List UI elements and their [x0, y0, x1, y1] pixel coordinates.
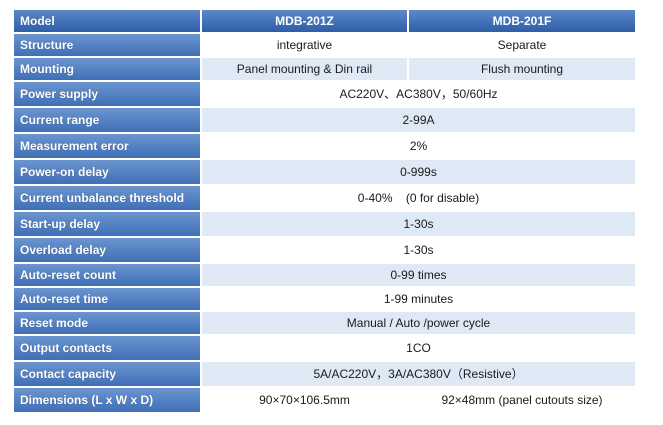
row-value: 0-999s — [202, 160, 635, 184]
row-label: Contact capacity — [14, 362, 200, 386]
row-value-z: 90×70×106.5mm — [202, 388, 407, 412]
table-row: Start-up delay 1-30s — [14, 212, 635, 236]
row-label: Mounting — [14, 58, 200, 80]
row-label: Measurement error — [14, 134, 200, 158]
row-value: AC220V、AC380V，50/60Hz — [202, 82, 635, 106]
table-row: Reset mode Manual / Auto /power cycle — [14, 312, 635, 334]
row-label: Power-on delay — [14, 160, 200, 184]
row-value: 1-30s — [202, 238, 635, 262]
row-value: 2-99A — [202, 108, 635, 132]
row-value: 5A/AC220V，3A/AC380V（Resistive） — [202, 362, 635, 386]
table-row: Power supply AC220V、AC380V，50/60Hz — [14, 82, 635, 106]
table-row: Mounting Panel mounting & Din rail Flush… — [14, 58, 635, 80]
row-value: 1-99 minutes — [202, 288, 635, 310]
row-label: Overload delay — [14, 238, 200, 262]
row-value: Manual / Auto /power cycle — [202, 312, 635, 334]
header-model-z: MDB-201Z — [202, 10, 407, 32]
table-row: Current unbalance threshold 0-40% (0 for… — [14, 186, 635, 210]
header-model-f: MDB-201F — [409, 10, 635, 32]
row-value: 0-99 times — [202, 264, 635, 286]
row-value: 1CO — [202, 336, 635, 360]
table-row: Dimensions (L x W x D) 90×70×106.5mm 92×… — [14, 388, 635, 412]
row-value: 1-30s — [202, 212, 635, 236]
row-label: Power supply — [14, 82, 200, 106]
table-row: Measurement error 2% — [14, 134, 635, 158]
row-label: Output contacts — [14, 336, 200, 360]
row-label: Auto-reset time — [14, 288, 200, 310]
table-row: Overload delay 1-30s — [14, 238, 635, 262]
table-row: Structure integrative Separate — [14, 34, 635, 56]
row-value-z: Panel mounting & Din rail — [202, 58, 407, 80]
row-label: Start-up delay — [14, 212, 200, 236]
table-row: Current range 2-99A — [14, 108, 635, 132]
table-row: Contact capacity 5A/AC220V，3A/AC380V（Res… — [14, 362, 635, 386]
spec-table: Model MDB-201Z MDB-201F Structure integr… — [12, 8, 637, 414]
row-label: Current range — [14, 108, 200, 132]
table-row: Output contacts 1CO — [14, 336, 635, 360]
row-value: 0-40% (0 for disable) — [202, 186, 635, 210]
header-model-label: Model — [14, 10, 200, 32]
row-value: 2% — [202, 134, 635, 158]
row-value-z: integrative — [202, 34, 407, 56]
header-row: Model MDB-201Z MDB-201F — [14, 10, 635, 32]
table-row: Auto-reset time 1-99 minutes — [14, 288, 635, 310]
row-label: Auto-reset count — [14, 264, 200, 286]
row-label: Current unbalance threshold — [14, 186, 200, 210]
table-row: Power-on delay 0-999s — [14, 160, 635, 184]
row-value-f: Separate — [409, 34, 635, 56]
row-value-f: Flush mounting — [409, 58, 635, 80]
row-label: Reset mode — [14, 312, 200, 334]
table-row: Auto-reset count 0-99 times — [14, 264, 635, 286]
row-label: Dimensions (L x W x D) — [14, 388, 200, 412]
row-label: Structure — [14, 34, 200, 56]
row-value-f: 92×48mm (panel cutouts size) — [409, 388, 635, 412]
